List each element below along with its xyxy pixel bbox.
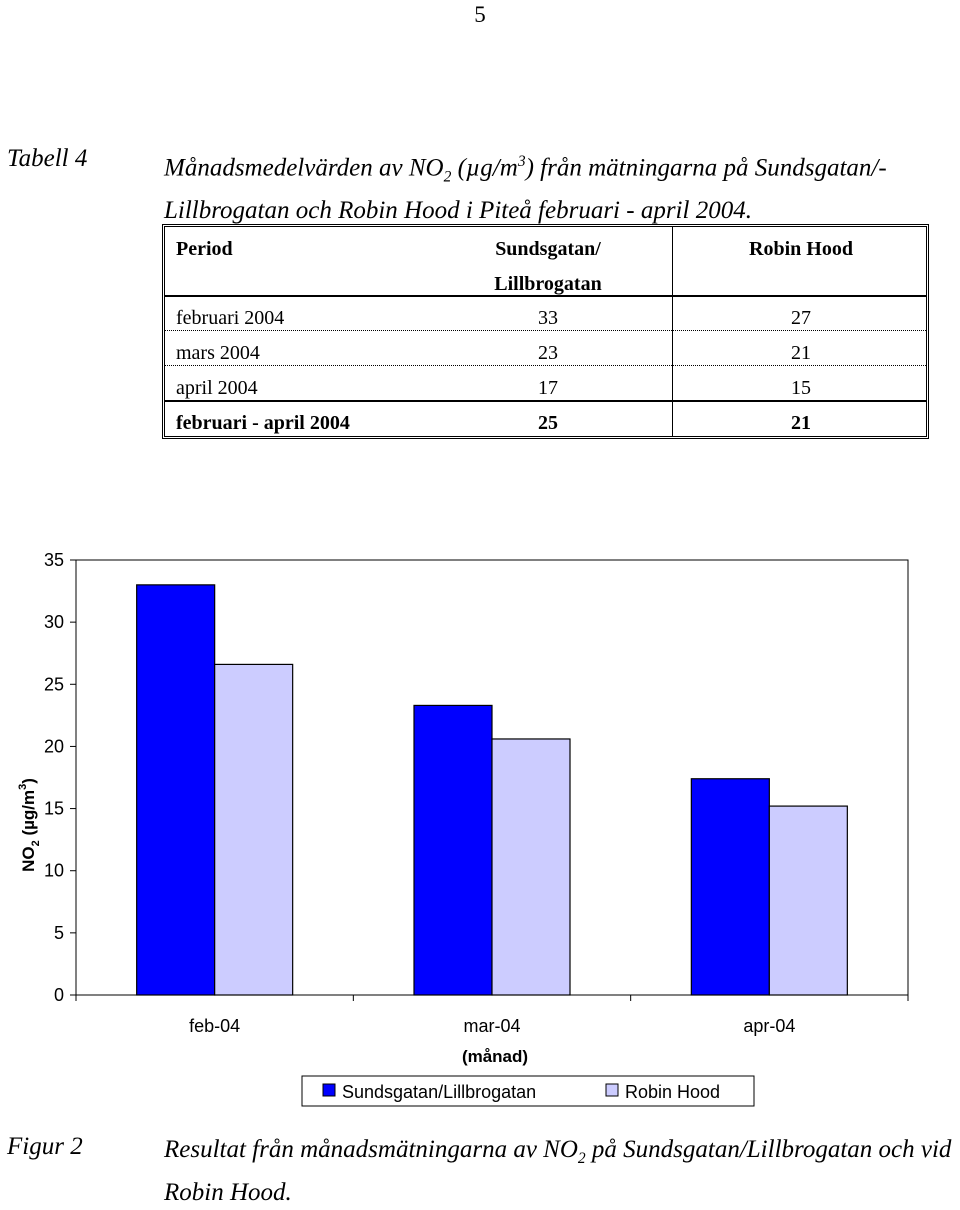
y-tick-label: 15 [44, 799, 64, 819]
table-column-divider [672, 227, 673, 436]
table-caption-label: Tabell 4 [7, 145, 88, 172]
table-cell: mars 2004 [176, 342, 260, 364]
bar-sundsgatan-feb-04 [136, 584, 216, 996]
table-cell: februari 2004 [176, 307, 285, 329]
table-cell: 15 [791, 377, 811, 399]
table-total-cell: februari - april 2004 [176, 412, 350, 434]
chart-bars [136, 584, 848, 996]
table-cell: 23 [538, 342, 558, 364]
figure-caption: Resultat från månadsmätningarna av NO2 p… [164, 1136, 952, 1206]
x-axis-title: (månad) [462, 1047, 528, 1066]
table-header-rule [165, 295, 926, 297]
table-cell: 27 [791, 307, 811, 329]
x-tick-label: apr-04 [743, 1016, 795, 1036]
chart-legend: Sundsgatan/Lillbrogatan Robin Hood [301, 1075, 755, 1107]
table-header-lillbrogatan: Lillbrogatan [494, 273, 602, 295]
bar-sundsgatan-mar-04 [413, 704, 493, 996]
table-header-period: Period [176, 238, 233, 260]
legend-swatch-robin-hood [605, 1083, 619, 1097]
figure-caption-label: Figur 2 [7, 1133, 83, 1160]
table-total-rule [165, 400, 926, 402]
y-tick-label: 5 [54, 923, 64, 943]
y-tick-label: 35 [44, 550, 64, 570]
x-tick-label: mar-04 [463, 1016, 520, 1036]
table-header-sundsgatan: Sundsgatan/ [495, 238, 601, 260]
legend-swatch-sundsgatan [322, 1083, 336, 1097]
table-row-rule [165, 365, 926, 366]
table-cell: 21 [791, 342, 811, 364]
x-tick-label: feb-04 [189, 1016, 240, 1036]
y-axis-title: NO2 (µg/m3) [17, 778, 42, 872]
table-total-cell: 21 [791, 412, 811, 434]
y-tick-label: 25 [44, 674, 64, 694]
table-row-rule [165, 330, 926, 331]
bar-chart: 0 5 10 15 20 25 30 35 feb-04 mar-04 apr-04 (månad)… [17, 550, 909, 1107]
y-tick-label: 20 [44, 736, 64, 756]
bar-robin-hood-mar-04 [491, 738, 571, 996]
bar-robin-hood-feb-04 [214, 663, 294, 996]
bar-robin-hood-apr-04 [768, 805, 848, 996]
y-tick-label: 10 [44, 861, 64, 881]
table-total-cell: 25 [538, 412, 558, 434]
table-header-robin-hood: Robin Hood [749, 238, 853, 260]
page-number: 5 [474, 2, 486, 27]
y-tick-label: 0 [54, 985, 64, 1005]
table-cell: 33 [538, 307, 558, 329]
legend-label-sundsgatan: Sundsgatan/Lillbrogatan [342, 1082, 536, 1102]
table-cell: april 2004 [176, 377, 258, 399]
y-tick-label: 30 [44, 612, 64, 632]
legend-frame [301, 1075, 755, 1107]
table-caption: Månadsmedelvärden av NO2 (µg/m3) från mä… [164, 153, 887, 225]
bar-sundsgatan-apr-04 [690, 778, 770, 996]
data-table: Period Sundsgatan/ Lillbrogatan Robin Ho… [162, 224, 929, 439]
legend-label-robin-hood: Robin Hood [625, 1082, 720, 1102]
table-cell: 17 [538, 377, 558, 399]
chart-labels: 0 5 10 15 20 25 30 35 feb-04 mar-04 apr-04 [44, 550, 795, 1036]
